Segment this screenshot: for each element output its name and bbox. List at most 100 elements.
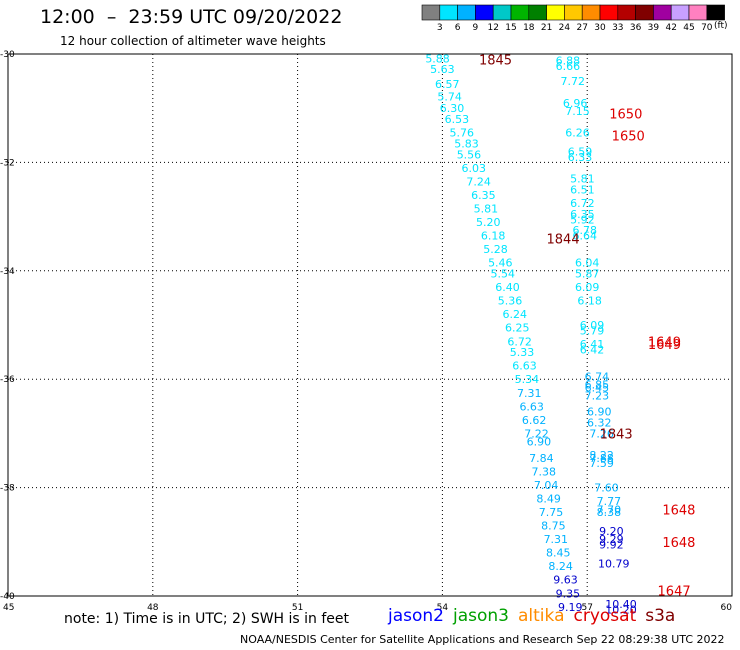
- wave-height-value: 5.46: [488, 257, 513, 270]
- wave-height-value: 6.63: [512, 360, 537, 373]
- wave-height-value: 7.59: [589, 457, 614, 470]
- wave-height-value: 5.56: [457, 148, 482, 161]
- wave-height-value: 6.40: [495, 281, 520, 294]
- wave-height-value: 7.15: [565, 105, 590, 118]
- legend-satellite-jason2: jason2: [388, 606, 444, 626]
- color-scale-swatch: [546, 4, 565, 21]
- wave-height-value: 6.57: [435, 78, 460, 91]
- wave-height-value: 7.31: [517, 387, 542, 400]
- wave-height-value: 7.22: [524, 427, 549, 440]
- wave-height-value: 5.79: [580, 324, 605, 337]
- wave-height-value: 7.26: [589, 427, 614, 440]
- wave-height-value: 6.59: [568, 146, 593, 159]
- wave-height-value: 9.92: [599, 539, 624, 552]
- wave-height-value: 6.09: [580, 319, 605, 332]
- wave-height-value: 7.70: [597, 503, 622, 516]
- wave-height-value: 5.92: [570, 213, 595, 226]
- wave-height-value: 6.04: [575, 257, 600, 270]
- color-scale-swatch: [528, 4, 547, 21]
- color-scale-swatch: [670, 4, 690, 21]
- legend-satellite-jason3: jason3: [453, 606, 509, 626]
- pass-time-label: 1843: [600, 427, 633, 442]
- map-frame: [7, 53, 733, 597]
- color-scale-label: 12: [487, 23, 498, 33]
- wave-height-value: 6.64: [573, 230, 598, 243]
- wave-height-value: 6.03: [462, 162, 487, 175]
- wave-height-value: 6.51: [570, 184, 595, 197]
- pass-time-label: 1844: [547, 232, 580, 247]
- color-scale-label: 36: [630, 23, 642, 33]
- latitude-tick-label: -40: [0, 592, 15, 602]
- pass-time-label: 1650: [609, 108, 642, 123]
- color-scale-bar: 3 6 9 12 15 18 21 24 27 30 33 36 39 42 45 70: [421, 4, 725, 33]
- wave-height-value: 6.18: [481, 230, 506, 243]
- wave-height-value: 6.90: [527, 436, 552, 449]
- color-scale-label: 3: [437, 23, 443, 33]
- wave-height-value: 6.24: [503, 308, 528, 321]
- pass-time-label: 1845: [479, 53, 512, 68]
- wave-height-value: 6.66: [556, 60, 581, 73]
- wave-height-value: 5.76: [449, 127, 474, 140]
- pass-time-label: 1649: [648, 335, 681, 350]
- wave-height-value: 6.25: [505, 322, 530, 335]
- wave-height-value: 7.23: [585, 389, 610, 402]
- wave-height-value: 6.62: [522, 414, 547, 427]
- color-scale-label: 30: [594, 23, 606, 33]
- pass-time-label: 1650: [612, 129, 645, 144]
- wave-height-value: 6.72: [507, 335, 532, 348]
- color-scale-swatch: [581, 4, 601, 21]
- pass-time-label: 1647: [658, 585, 691, 600]
- color-scale-label: 21: [541, 23, 552, 33]
- wave-height-value: 6.88: [556, 55, 581, 68]
- latitude-tick-label: -32: [0, 158, 15, 168]
- wave-height-value: 6.35: [471, 189, 496, 202]
- wave-height-value: 8.75: [541, 520, 566, 533]
- wave-height-value: 7.04: [534, 479, 559, 492]
- wave-height-value: 6.33: [568, 151, 593, 164]
- color-scale-label: 70: [701, 23, 713, 33]
- wave-height-value: 10.20: [605, 604, 637, 617]
- color-scale-swatch: [475, 4, 494, 21]
- color-scale-label: 27: [576, 23, 587, 33]
- wave-height-value: 9.29: [599, 533, 624, 546]
- wave-height-value: 6.85: [585, 379, 610, 392]
- wave-height-value: 6.35: [570, 208, 595, 221]
- color-scale-swatch: [688, 4, 708, 21]
- color-scale-label: 15: [505, 23, 516, 33]
- wave-height-value: 9.63: [553, 574, 578, 587]
- wave-height-value: 6.90: [587, 406, 612, 419]
- wave-height-value: 5.88: [425, 52, 450, 65]
- latitude-tick-label: -34: [0, 267, 15, 277]
- color-scale-label: 39: [648, 23, 660, 33]
- footer-credit: NOAA/NESDIS Center for Satellite Applica…: [240, 633, 725, 646]
- latitude-tick-label: -30: [0, 50, 15, 60]
- wave-height-value: 7.31: [544, 533, 569, 546]
- wave-height-value: 6.41: [580, 338, 605, 351]
- wave-height-value: 7.88: [589, 452, 614, 465]
- wave-height-value: 7.72: [560, 75, 585, 88]
- wave-height-value: 5.83: [454, 137, 479, 150]
- wave-height-value: 5.28: [483, 243, 508, 256]
- wave-height-value: 10.40: [605, 598, 637, 611]
- color-scale-swatch: [653, 4, 672, 21]
- legend-satellite-cryosat: cryosat: [573, 606, 637, 626]
- map-grid: [7, 53, 733, 597]
- color-scale-label: 33: [612, 23, 623, 33]
- wave-height-value: 5.81: [474, 202, 499, 215]
- wave-height-value: 6.53: [445, 113, 470, 126]
- wave-height-value: 7.24: [466, 175, 491, 188]
- color-scale-label: 45: [683, 23, 694, 33]
- wave-height-value: 5.36: [498, 295, 523, 308]
- wave-height-value: 8.22: [589, 449, 614, 462]
- wave-height-value: 7.77: [597, 495, 622, 508]
- page-subtitle: 12 hour collection of altimeter wave hei…: [60, 34, 326, 48]
- wave-height-value: 8.24: [548, 560, 573, 573]
- wave-height-value: 5.74: [437, 90, 462, 103]
- color-scale-unit: (ft): [714, 21, 728, 31]
- wave-height-value: 6.26: [565, 127, 590, 140]
- color-scale-swatch: [617, 4, 636, 21]
- wave-height-value: 9.20: [599, 525, 624, 538]
